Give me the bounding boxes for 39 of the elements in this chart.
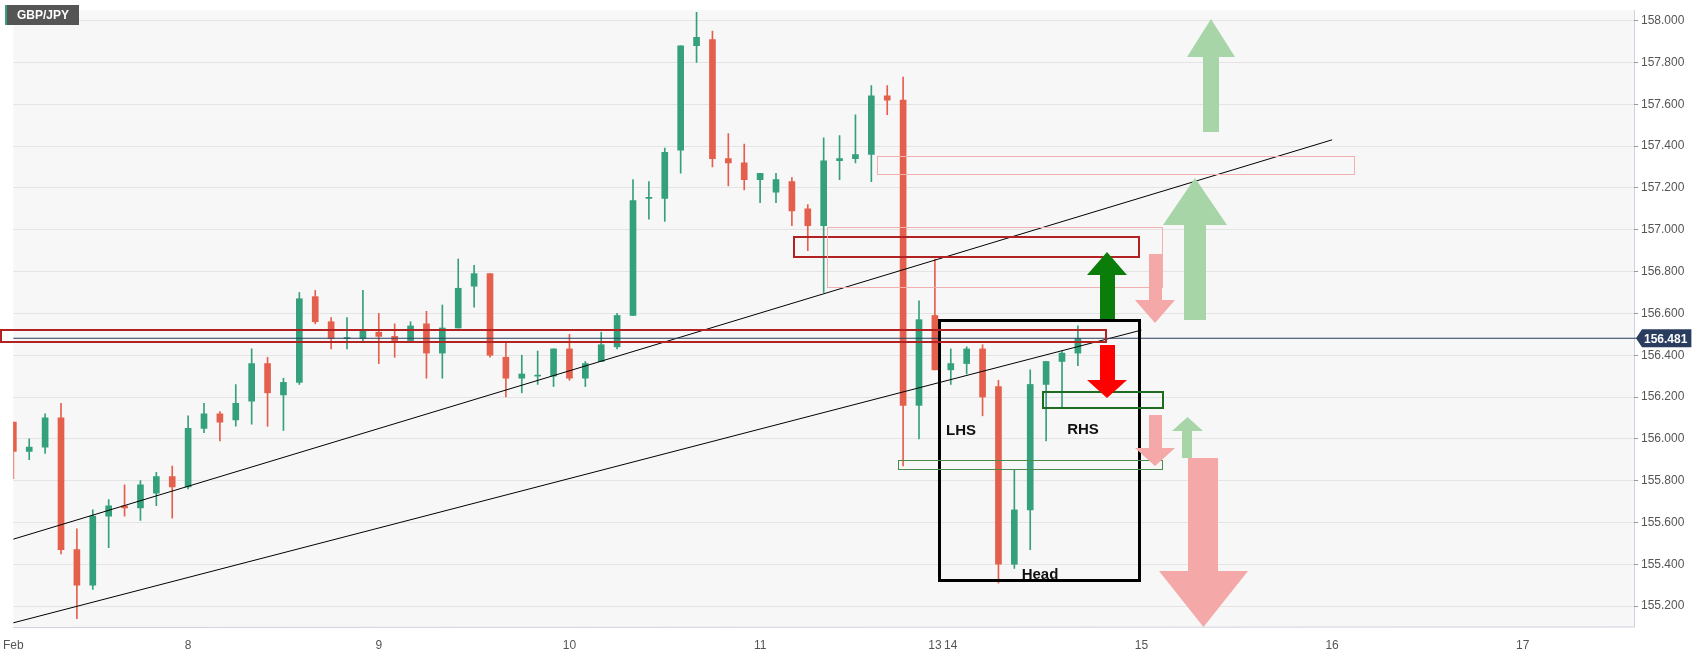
y-tick-label: 156.000: [1641, 431, 1685, 446]
y-tick-label: 155.800: [1641, 472, 1685, 487]
candlestick: [105, 499, 112, 548]
y-tick-label: 156.200: [1641, 389, 1685, 404]
x-tick-label: 8: [184, 637, 192, 652]
y-tick-label: 157.400: [1641, 138, 1685, 153]
annotation: Head: [1021, 564, 1059, 582]
x-tick-label: 15: [1134, 637, 1149, 652]
candlestick: [375, 313, 383, 364]
y-tick-label: 158.000: [1641, 12, 1685, 27]
y-tick-label: 155.600: [1641, 514, 1685, 529]
y-tick-label: 157.200: [1641, 180, 1685, 195]
y-tick-label: 156.600: [1641, 305, 1685, 320]
x-tick-label: 17: [1516, 637, 1530, 652]
y-tick-label: 157.000: [1641, 222, 1685, 237]
x-tick-label: 10: [562, 637, 577, 652]
y-tick-label: 155.400: [1641, 556, 1685, 571]
chart-title: GBP/JPY: [5, 5, 80, 25]
x-tick-label: 13: [928, 637, 942, 652]
x-tick-label: 11: [753, 637, 767, 652]
annotation: LHS: [946, 420, 976, 438]
x-tick-label: Feb: [3, 637, 24, 652]
annotation: RHS: [1067, 419, 1099, 437]
y-tick-label: 156.400: [1641, 347, 1685, 362]
candlestick: [756, 172, 764, 203]
candlestick: [645, 181, 653, 220]
candlestick: [168, 465, 176, 519]
ref-line-label: 156.481: [1644, 331, 1688, 346]
y-tick-label: 155.200: [1641, 598, 1685, 613]
x-tick-label: 16: [1325, 637, 1340, 652]
candlestick: [25, 438, 33, 461]
y-tick-label: 157.600: [1641, 96, 1685, 111]
candlestick: [1058, 350, 1066, 408]
candlestick: [947, 348, 955, 385]
y-tick-label: 156.800: [1641, 263, 1685, 278]
x-tick-label: 9: [375, 637, 383, 652]
x-tick-label: 14: [944, 637, 958, 652]
candlestick: [518, 354, 526, 394]
y-tick-label: 157.800: [1641, 54, 1685, 69]
